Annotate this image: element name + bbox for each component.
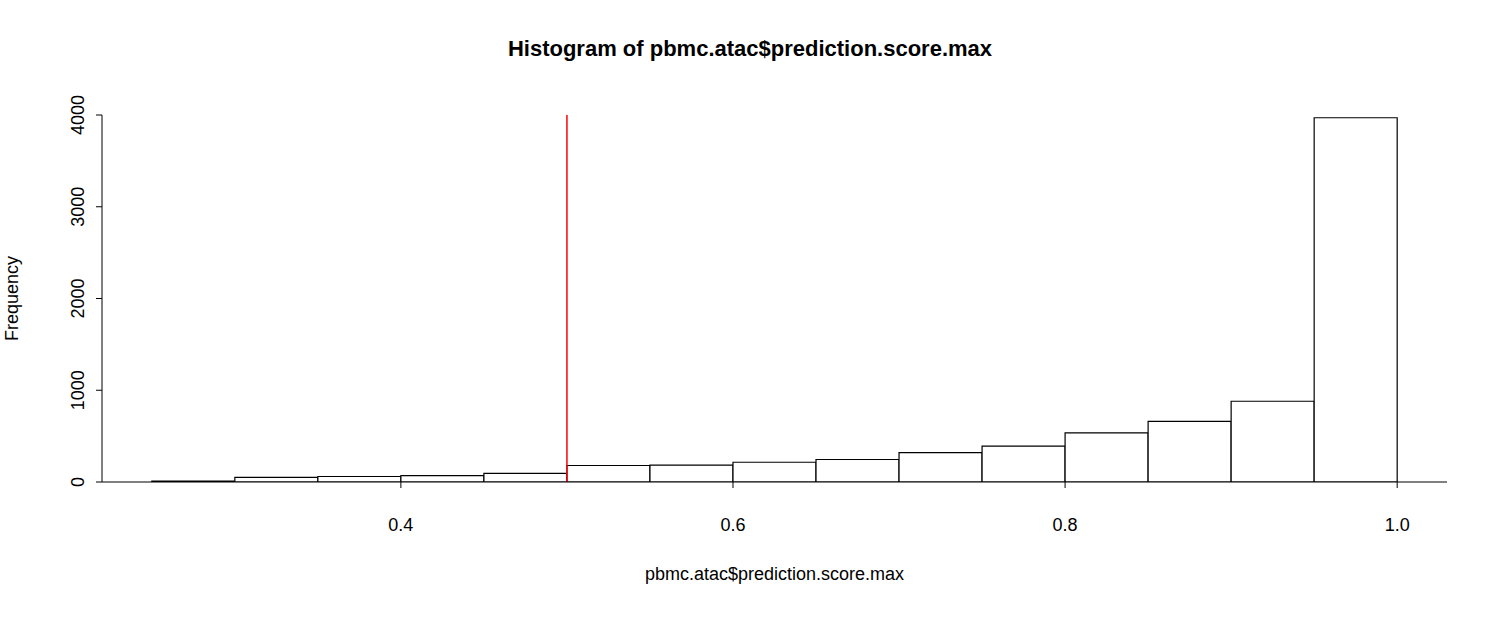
svg-text:3000: 3000 xyxy=(68,187,88,227)
svg-text:1.0: 1.0 xyxy=(1385,515,1410,535)
svg-text:4000: 4000 xyxy=(68,95,88,135)
svg-text:0: 0 xyxy=(68,477,88,487)
svg-text:pbmc.atac$prediction.score.max: pbmc.atac$prediction.score.max xyxy=(645,564,904,584)
svg-text:0.4: 0.4 xyxy=(388,515,413,535)
svg-text:Frequency: Frequency xyxy=(8,256,22,341)
svg-text:0.8: 0.8 xyxy=(1053,515,1078,535)
svg-text:2000: 2000 xyxy=(68,278,88,318)
svg-text:1000: 1000 xyxy=(68,370,88,410)
svg-text:0.6: 0.6 xyxy=(720,515,745,535)
html-text:Histogram of pbmc.atac$predict: Histogram of pbmc.atac$prediction.score.… xyxy=(507,36,993,61)
